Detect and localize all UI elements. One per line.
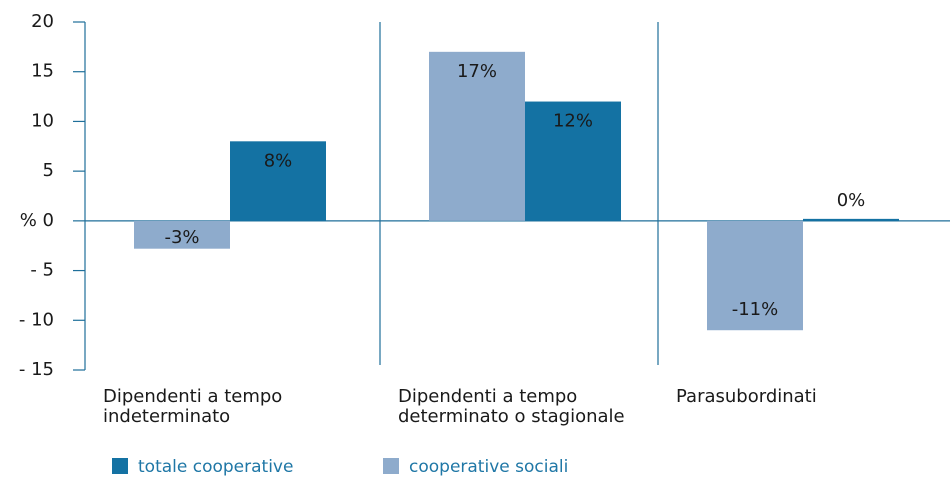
y-tick-label: - 15: [19, 359, 54, 380]
data-label: 8%: [264, 150, 293, 171]
data-label: -11%: [732, 299, 779, 320]
y-tick-label: % 0: [20, 210, 54, 231]
bar: [134, 220, 230, 249]
y-tick-label: 5: [43, 160, 54, 181]
y-tick-label: 20: [31, 11, 54, 32]
bar: [230, 141, 326, 221]
bar: [803, 218, 899, 221]
data-label: -3%: [164, 227, 199, 248]
legend-swatch: [383, 458, 399, 474]
y-tick-label: 15: [31, 61, 54, 82]
bar: [707, 220, 803, 331]
category-label: determinato o stagionale: [398, 406, 625, 427]
category-label: Parasubordinati: [676, 386, 817, 407]
y-tick-label: - 5: [30, 260, 54, 281]
bar: [525, 101, 621, 221]
data-label: 17%: [457, 61, 497, 82]
y-tick-label: - 10: [19, 309, 54, 330]
bar: [429, 51, 525, 221]
y-tick-label: 10: [31, 110, 54, 131]
category-label: indeterminato: [103, 406, 230, 427]
category-label: Dipendenti a tempo: [103, 386, 282, 407]
data-label: 12%: [553, 111, 593, 132]
legend-label: totale cooperative: [138, 457, 293, 477]
legend-label: cooperative sociali: [409, 457, 568, 477]
category-label: Dipendenti a tempo: [398, 386, 577, 407]
legend-swatch: [112, 458, 128, 474]
data-label: 0%: [837, 190, 866, 211]
